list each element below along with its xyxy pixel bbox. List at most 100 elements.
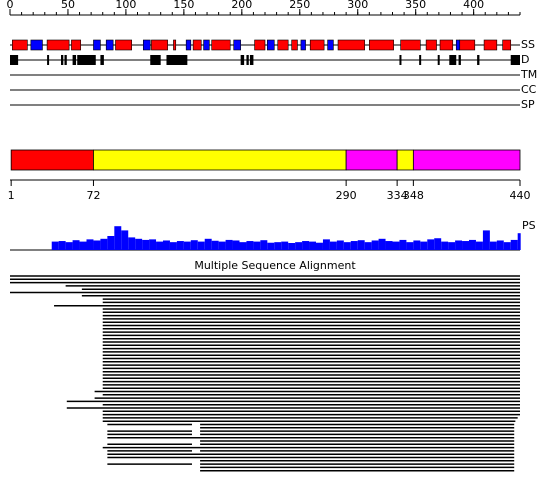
- ps-bar: [309, 241, 316, 250]
- ps-bar: [281, 241, 289, 250]
- disorder-segment: [249, 55, 254, 65]
- helix: [115, 39, 133, 51]
- domain-label: 440: [510, 189, 531, 202]
- ps-bar: [336, 240, 344, 250]
- ps-bar: [149, 239, 157, 250]
- ps-bar: [142, 239, 150, 250]
- disorder-segment: [72, 55, 77, 65]
- ps-bar: [399, 239, 407, 250]
- track-label: TM: [520, 68, 537, 81]
- domain-label: 1: [8, 189, 15, 202]
- ps-bar: [392, 241, 400, 250]
- ps-bar: [135, 238, 143, 250]
- ps-bar: [239, 242, 247, 250]
- helix: [71, 39, 82, 51]
- domain-label: 290: [336, 189, 357, 202]
- ps-bar: [232, 240, 240, 250]
- disorder-segment: [100, 55, 104, 65]
- domain: [10, 149, 94, 171]
- ruler-label: 250: [289, 0, 310, 11]
- ps-bar: [128, 237, 136, 250]
- domain-label: 334: [387, 189, 408, 202]
- strand: [185, 39, 192, 51]
- ps-bar: [475, 241, 483, 250]
- ps-bar: [225, 239, 233, 250]
- domain-label: 72: [86, 189, 100, 202]
- helix: [369, 39, 394, 51]
- helix: [439, 39, 454, 51]
- disorder-segment: [166, 55, 188, 65]
- disorder-segment: [510, 55, 520, 65]
- helix: [309, 39, 325, 51]
- ps-bar: [448, 242, 456, 250]
- ps-bar: [517, 233, 521, 250]
- disorder-segment: [419, 55, 422, 65]
- disorder-segment: [458, 55, 461, 65]
- ps-bar: [169, 242, 177, 250]
- ps-bar: [51, 241, 59, 250]
- strand: [300, 39, 306, 51]
- strand: [93, 39, 101, 51]
- ps-bar: [455, 240, 463, 250]
- ps-bar: [58, 241, 66, 250]
- ps-bar: [302, 241, 310, 250]
- strand: [267, 39, 275, 51]
- ps-bar: [190, 240, 198, 250]
- ps-bar: [114, 226, 122, 250]
- ps-bar: [260, 240, 268, 250]
- ps-bar: [204, 238, 212, 250]
- ps-bar: [406, 242, 414, 250]
- helix: [192, 39, 202, 51]
- ps-bar: [496, 240, 504, 250]
- domain: [93, 149, 347, 171]
- helix: [12, 39, 28, 51]
- ps-bar: [86, 239, 94, 250]
- ps-bar: [267, 242, 275, 250]
- ps-bar: [482, 230, 490, 250]
- track-label: D: [521, 53, 529, 66]
- ps-bar: [107, 236, 115, 250]
- disorder-segment: [437, 55, 440, 65]
- helix: [337, 39, 365, 51]
- disorder-segment: [399, 55, 402, 65]
- strand: [142, 39, 151, 51]
- ps-bar: [462, 241, 469, 250]
- ps-bar: [316, 242, 323, 250]
- disorder-segment: [10, 55, 19, 65]
- strand: [203, 39, 210, 51]
- strand: [455, 39, 461, 51]
- ruler-label: 100: [115, 0, 136, 11]
- ps-bar: [364, 242, 372, 250]
- ruler-label: 0: [7, 0, 14, 11]
- helix: [254, 39, 266, 51]
- helix: [173, 39, 177, 51]
- track-label: SS: [521, 38, 535, 51]
- ps-bar: [343, 242, 351, 250]
- ps-label: PS: [522, 219, 536, 232]
- ps-bar: [93, 240, 101, 250]
- ruler-label: 350: [405, 0, 426, 11]
- helix: [483, 39, 498, 51]
- ps-bar: [163, 240, 170, 250]
- disorder-segment: [47, 55, 50, 65]
- ps-bar: [253, 241, 261, 250]
- ps-bar: [378, 238, 386, 250]
- helix: [400, 39, 421, 51]
- ps-bar: [371, 240, 379, 250]
- ps-bar: [420, 241, 428, 250]
- ps-bar: [427, 239, 435, 250]
- disorder-segment: [150, 55, 161, 65]
- ps-bar: [121, 230, 129, 250]
- ps-bar: [329, 241, 337, 250]
- disorder-segment: [64, 55, 67, 65]
- strand: [327, 39, 334, 51]
- strand: [233, 39, 241, 51]
- ruler-label: 400: [463, 0, 484, 11]
- ps-bar: [246, 241, 254, 250]
- ps-bar: [469, 239, 476, 250]
- ps-bar: [295, 242, 303, 250]
- ps-bar: [72, 240, 80, 250]
- ps-bar: [176, 241, 184, 250]
- helix: [151, 39, 168, 51]
